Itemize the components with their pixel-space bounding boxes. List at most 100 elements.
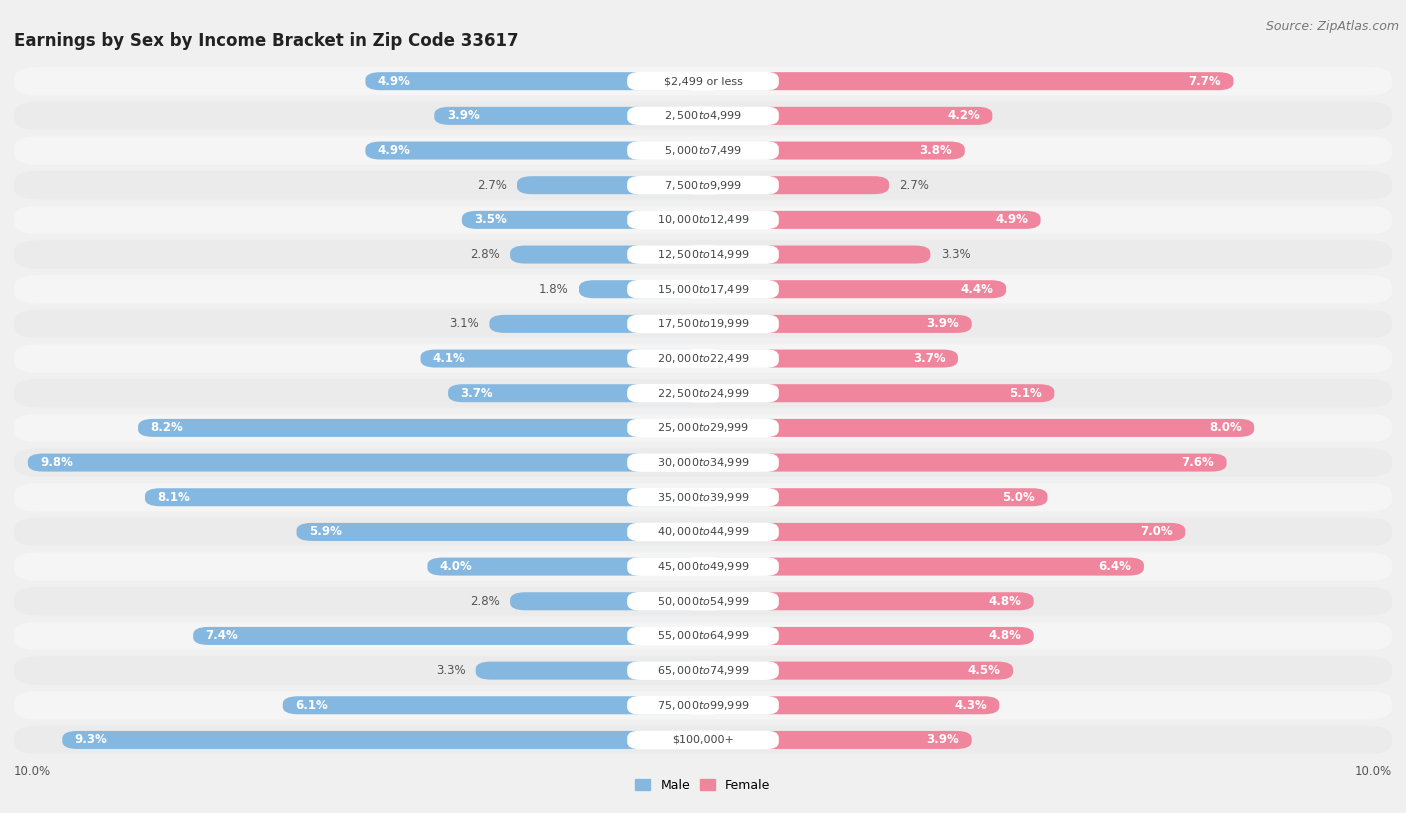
Text: 6.4%: 6.4% — [1098, 560, 1132, 573]
Text: 4.4%: 4.4% — [960, 283, 994, 296]
FancyBboxPatch shape — [703, 72, 1233, 90]
FancyBboxPatch shape — [14, 206, 1392, 234]
FancyBboxPatch shape — [627, 419, 779, 437]
Text: 5.9%: 5.9% — [309, 525, 342, 538]
FancyBboxPatch shape — [14, 518, 1392, 546]
FancyBboxPatch shape — [703, 731, 972, 749]
FancyBboxPatch shape — [14, 656, 1392, 685]
FancyBboxPatch shape — [627, 350, 779, 368]
Text: 3.8%: 3.8% — [920, 144, 952, 157]
Text: 10.0%: 10.0% — [14, 765, 51, 778]
Text: 5.1%: 5.1% — [1010, 387, 1042, 400]
FancyBboxPatch shape — [703, 246, 931, 263]
Text: 3.1%: 3.1% — [450, 317, 479, 330]
Text: 2.8%: 2.8% — [470, 248, 499, 261]
Text: 2.8%: 2.8% — [470, 595, 499, 608]
FancyBboxPatch shape — [703, 523, 1185, 541]
Text: 3.7%: 3.7% — [912, 352, 945, 365]
FancyBboxPatch shape — [627, 453, 779, 472]
FancyBboxPatch shape — [427, 558, 703, 576]
FancyBboxPatch shape — [489, 315, 703, 333]
FancyBboxPatch shape — [14, 171, 1392, 199]
Text: 4.9%: 4.9% — [378, 144, 411, 157]
Text: Source: ZipAtlas.com: Source: ZipAtlas.com — [1265, 20, 1399, 33]
FancyBboxPatch shape — [627, 280, 779, 298]
Text: $25,000 to $29,999: $25,000 to $29,999 — [657, 421, 749, 434]
FancyBboxPatch shape — [703, 141, 965, 159]
FancyBboxPatch shape — [517, 176, 703, 194]
Text: 8.2%: 8.2% — [150, 421, 183, 434]
Text: $100,000+: $100,000+ — [672, 735, 734, 745]
Text: $12,500 to $14,999: $12,500 to $14,999 — [657, 248, 749, 261]
FancyBboxPatch shape — [627, 176, 779, 194]
Text: $40,000 to $44,999: $40,000 to $44,999 — [657, 525, 749, 538]
Text: $2,500 to $4,999: $2,500 to $4,999 — [664, 110, 742, 122]
Text: 4.8%: 4.8% — [988, 629, 1021, 642]
FancyBboxPatch shape — [14, 726, 1392, 754]
Text: 9.8%: 9.8% — [41, 456, 73, 469]
FancyBboxPatch shape — [627, 557, 779, 576]
FancyBboxPatch shape — [14, 137, 1392, 165]
Text: 4.5%: 4.5% — [967, 664, 1001, 677]
Text: 2.7%: 2.7% — [477, 179, 506, 192]
Text: $22,500 to $24,999: $22,500 to $24,999 — [657, 387, 749, 400]
Text: $55,000 to $64,999: $55,000 to $64,999 — [657, 629, 749, 642]
FancyBboxPatch shape — [62, 731, 703, 749]
Text: 6.1%: 6.1% — [295, 699, 328, 711]
FancyBboxPatch shape — [579, 280, 703, 298]
FancyBboxPatch shape — [14, 691, 1392, 720]
Text: $17,500 to $19,999: $17,500 to $19,999 — [657, 317, 749, 330]
FancyBboxPatch shape — [14, 345, 1392, 373]
Text: $20,000 to $22,499: $20,000 to $22,499 — [657, 352, 749, 365]
FancyBboxPatch shape — [703, 176, 889, 194]
Text: 3.5%: 3.5% — [474, 213, 508, 226]
FancyBboxPatch shape — [14, 414, 1392, 442]
Text: 9.3%: 9.3% — [75, 733, 107, 746]
Text: $7,500 to $9,999: $7,500 to $9,999 — [664, 179, 742, 192]
Text: $50,000 to $54,999: $50,000 to $54,999 — [657, 595, 749, 608]
Text: 4.1%: 4.1% — [433, 352, 465, 365]
FancyBboxPatch shape — [461, 211, 703, 229]
FancyBboxPatch shape — [138, 419, 703, 437]
FancyBboxPatch shape — [703, 385, 1054, 402]
Text: 3.7%: 3.7% — [461, 387, 494, 400]
FancyBboxPatch shape — [420, 350, 703, 367]
Text: 8.0%: 8.0% — [1209, 421, 1241, 434]
FancyBboxPatch shape — [703, 696, 1000, 715]
FancyBboxPatch shape — [703, 558, 1144, 576]
FancyBboxPatch shape — [627, 731, 779, 750]
FancyBboxPatch shape — [703, 592, 1033, 611]
Text: 4.2%: 4.2% — [948, 110, 980, 122]
Text: $75,000 to $99,999: $75,000 to $99,999 — [657, 699, 749, 711]
Text: 3.3%: 3.3% — [436, 664, 465, 677]
FancyBboxPatch shape — [14, 587, 1392, 615]
FancyBboxPatch shape — [627, 72, 779, 90]
Legend: Male, Female: Male, Female — [630, 774, 776, 797]
FancyBboxPatch shape — [703, 350, 957, 367]
Text: $15,000 to $17,499: $15,000 to $17,499 — [657, 283, 749, 296]
Text: 4.0%: 4.0% — [440, 560, 472, 573]
Text: 4.3%: 4.3% — [955, 699, 987, 711]
Text: 3.9%: 3.9% — [927, 317, 959, 330]
Text: 7.7%: 7.7% — [1188, 75, 1220, 88]
Text: 8.1%: 8.1% — [157, 491, 190, 504]
FancyBboxPatch shape — [627, 246, 779, 264]
FancyBboxPatch shape — [703, 489, 1047, 506]
FancyBboxPatch shape — [510, 246, 703, 263]
FancyBboxPatch shape — [14, 275, 1392, 303]
Text: $35,000 to $39,999: $35,000 to $39,999 — [657, 491, 749, 504]
FancyBboxPatch shape — [14, 102, 1392, 130]
FancyBboxPatch shape — [703, 280, 1007, 298]
Text: 3.9%: 3.9% — [447, 110, 479, 122]
FancyBboxPatch shape — [703, 662, 1012, 680]
FancyBboxPatch shape — [627, 696, 779, 715]
FancyBboxPatch shape — [627, 315, 779, 333]
FancyBboxPatch shape — [14, 622, 1392, 650]
FancyBboxPatch shape — [703, 419, 1254, 437]
Text: 2.7%: 2.7% — [900, 179, 929, 192]
FancyBboxPatch shape — [703, 107, 993, 125]
FancyBboxPatch shape — [510, 592, 703, 611]
FancyBboxPatch shape — [145, 489, 703, 506]
FancyBboxPatch shape — [627, 384, 779, 402]
Text: 7.6%: 7.6% — [1181, 456, 1215, 469]
